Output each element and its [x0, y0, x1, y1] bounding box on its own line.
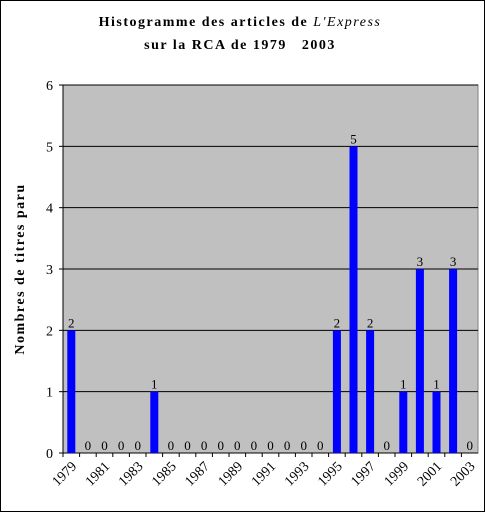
y-tick-label: 3	[46, 263, 53, 278]
bar	[349, 146, 358, 454]
value-label: 1	[433, 377, 440, 392]
value-label: 2	[367, 315, 374, 330]
bar	[67, 330, 76, 453]
y-tick-label: 4	[46, 202, 53, 217]
value-label: 0	[101, 438, 108, 453]
value-label: 0	[217, 438, 224, 453]
title-part: Histogramme des articles de	[99, 15, 314, 30]
bar	[415, 269, 424, 453]
value-label: 0	[267, 438, 274, 453]
y-tick-label: 2	[46, 324, 53, 339]
value-label: 3	[417, 254, 424, 269]
value-label: 0	[251, 438, 258, 453]
bar	[332, 330, 341, 453]
value-label: 5	[350, 131, 357, 146]
bar	[366, 330, 375, 453]
value-label: 0	[118, 438, 125, 453]
value-label: 2	[68, 315, 75, 330]
bar	[449, 269, 458, 453]
value-label: 3	[450, 254, 457, 269]
value-label: 0	[134, 438, 141, 453]
y-tick-label: 0	[46, 447, 53, 462]
y-tick-label: 6	[46, 79, 53, 94]
value-label: 0	[300, 438, 307, 453]
value-label: 0	[383, 438, 390, 453]
bar	[432, 391, 441, 453]
y-tick-label: 1	[46, 386, 53, 401]
value-label: 0	[184, 438, 191, 453]
chart-subtitle: sur la RCA de 1979 2003	[144, 38, 336, 53]
value-label: 2	[334, 315, 341, 330]
y-tick-label: 5	[46, 140, 53, 155]
value-label: 0	[85, 438, 92, 453]
value-label: 1	[151, 377, 158, 392]
value-label: 0	[317, 438, 324, 453]
value-label: 0	[466, 438, 473, 453]
value-label: 0	[201, 438, 208, 453]
value-label: 0	[284, 438, 291, 453]
value-label: 0	[234, 438, 241, 453]
bar	[399, 391, 408, 453]
value-label: 1	[400, 377, 407, 392]
y-axis-label: Nombres de titres paru	[13, 183, 28, 354]
chart-title: Histogramme des articles de L'Express	[99, 15, 382, 30]
value-label: 0	[168, 438, 175, 453]
bar	[150, 391, 159, 453]
title-part: L'Express	[312, 15, 381, 30]
